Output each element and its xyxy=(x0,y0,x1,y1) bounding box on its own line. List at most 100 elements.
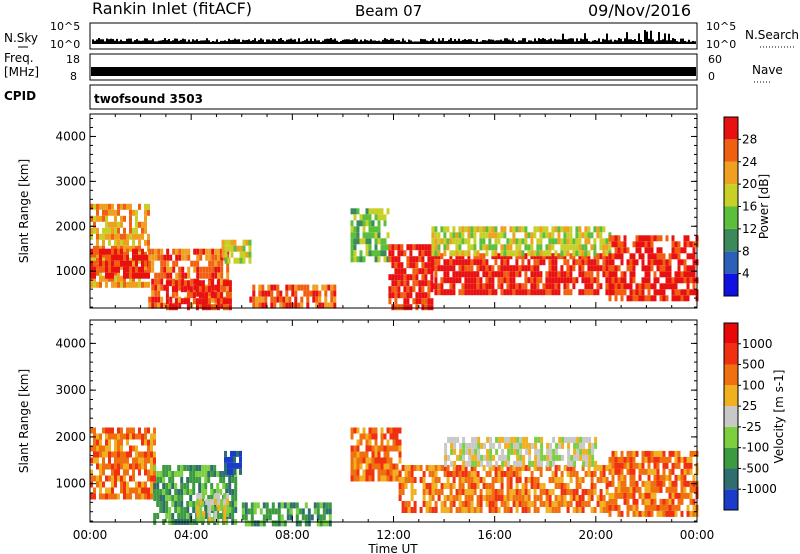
velocity-cell xyxy=(632,450,636,457)
velocity-cell xyxy=(431,507,435,513)
velocity-cell xyxy=(189,477,193,483)
power-cell xyxy=(424,244,428,251)
velocity-cell xyxy=(506,477,510,483)
velocity-cell xyxy=(265,508,269,515)
power-cell xyxy=(178,302,182,309)
power-cell xyxy=(455,259,459,266)
power-cell xyxy=(482,253,486,260)
velocity-cell xyxy=(578,483,582,489)
power-cell xyxy=(539,289,543,296)
power-cell xyxy=(394,304,398,311)
nsky-bar xyxy=(462,39,464,44)
velocity-cell xyxy=(581,495,585,501)
velocity-cell xyxy=(380,439,384,446)
velocity-cell xyxy=(162,471,166,477)
velocity-cell xyxy=(545,501,549,507)
power-cell xyxy=(228,280,232,287)
power-cell xyxy=(108,275,111,282)
velocity-cell xyxy=(262,502,266,509)
power-cell xyxy=(285,290,289,297)
power-cell xyxy=(99,281,102,288)
velocity-cell xyxy=(168,483,172,489)
velocity-cell xyxy=(488,483,492,489)
velocity-cell xyxy=(479,501,483,507)
velocity-cell xyxy=(653,492,657,499)
velocity-cell xyxy=(147,427,150,434)
velocity-cell xyxy=(509,471,513,477)
velocity-cell xyxy=(210,495,214,501)
nsky-bar xyxy=(442,38,444,44)
power-cell xyxy=(587,238,591,245)
nsky-bar xyxy=(92,39,94,44)
velocity-cell xyxy=(228,489,232,495)
power-cell xyxy=(184,254,188,261)
velocity-cell xyxy=(575,507,579,513)
power-cell xyxy=(288,302,292,309)
power-cell xyxy=(391,292,395,299)
velocity-cell xyxy=(590,507,594,513)
nsky-bar xyxy=(330,38,332,44)
velocity-cell xyxy=(596,495,600,501)
velocity-cell xyxy=(114,475,117,482)
power-cell xyxy=(224,239,228,246)
velocity-cell xyxy=(111,481,114,488)
power-cell xyxy=(581,277,585,284)
velocity-cell xyxy=(635,462,639,469)
velocity-cell xyxy=(611,450,615,457)
velocity-cell xyxy=(659,504,663,511)
velocity-cell xyxy=(407,501,411,507)
power-cell xyxy=(494,244,498,251)
power-cell xyxy=(210,292,214,299)
power-cell xyxy=(126,254,129,261)
power-cell xyxy=(377,250,381,257)
power-cell xyxy=(656,247,660,254)
velocity-cell xyxy=(350,427,354,434)
velocity-cell xyxy=(105,487,108,494)
velocity-cell xyxy=(141,463,144,470)
power-cell xyxy=(129,266,132,273)
nsky-bar xyxy=(152,38,154,44)
nsky-bar xyxy=(646,31,648,44)
power-cell xyxy=(415,280,419,287)
power-cell xyxy=(683,247,687,254)
power-cell xyxy=(473,289,477,296)
velocity-cell xyxy=(605,501,609,507)
velocity-cell xyxy=(105,445,108,452)
nsky-bar xyxy=(574,41,576,44)
velocity-cell xyxy=(216,483,220,489)
power-cell xyxy=(461,226,465,233)
power-cell xyxy=(500,265,504,272)
velocity-cell xyxy=(440,501,444,507)
velocity-cell xyxy=(680,456,684,463)
power-cell xyxy=(227,239,231,246)
power-cell xyxy=(539,232,543,239)
power-cell xyxy=(418,286,422,293)
power-cell xyxy=(315,290,319,297)
nsky-bar xyxy=(668,33,670,44)
power-cell xyxy=(689,253,693,260)
nsky-bar xyxy=(528,40,530,44)
power-cell xyxy=(151,284,155,291)
power-cell xyxy=(108,221,111,228)
power-cell xyxy=(473,250,477,257)
power-cell xyxy=(333,302,337,309)
velocity-cell xyxy=(479,489,483,495)
velocity-cell xyxy=(219,471,223,477)
nsky-bar xyxy=(472,40,474,44)
nsky-bar xyxy=(408,39,410,44)
power-cell xyxy=(99,248,102,255)
velocity-cell xyxy=(497,507,501,513)
power-cell xyxy=(196,254,200,261)
power-cell xyxy=(409,250,413,257)
velocity-cell xyxy=(322,514,326,521)
velocity-cell xyxy=(497,471,501,477)
velocity-cell xyxy=(126,487,129,494)
power-cell xyxy=(117,227,120,234)
power-cell xyxy=(488,283,492,290)
power-cell xyxy=(461,271,465,278)
power-cell xyxy=(446,226,450,233)
power-cell xyxy=(288,284,292,291)
velocity-cell xyxy=(674,456,678,463)
power-cell xyxy=(560,244,564,251)
velocity-cell xyxy=(419,465,423,471)
